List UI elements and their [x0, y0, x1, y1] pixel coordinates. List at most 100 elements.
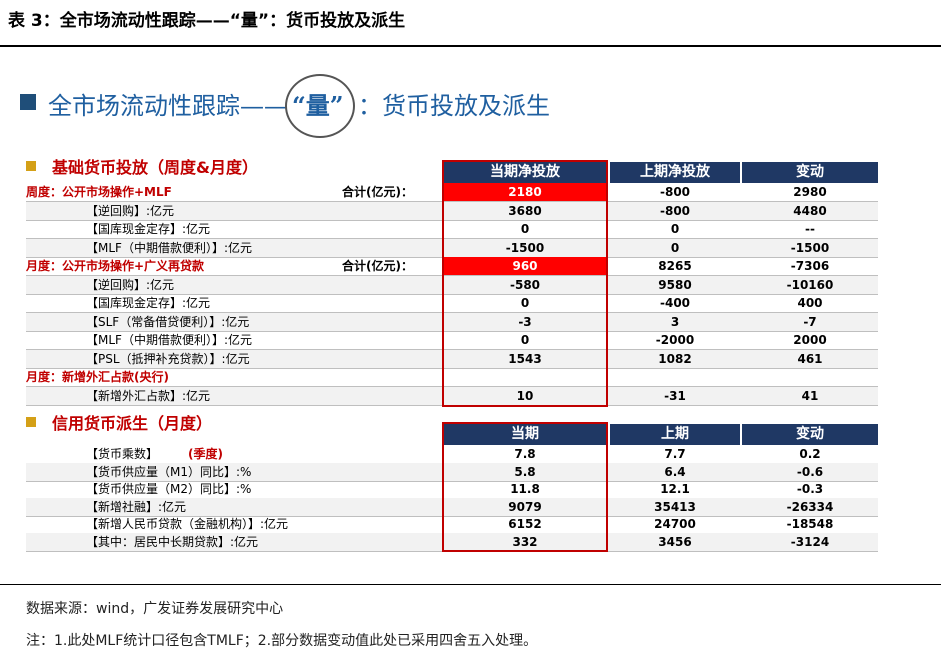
table-row: 【逆回购】:亿元 3680 -800 4480 — [26, 201, 878, 221]
s1-header-current: 当期净投放 — [444, 162, 606, 183]
cell-previous: -800 — [659, 203, 691, 218]
cell-previous: 8265 — [658, 259, 692, 273]
cell-change: -0.6 — [796, 464, 824, 479]
note-text: 注：1.此处MLF统计口径包含TMLF；2.部分数据变动值此处已采用四舍五入处理… — [26, 633, 538, 649]
cell-current: 7.8 — [514, 447, 536, 461]
cell-current: -3 — [518, 314, 532, 329]
banner-circle-icon — [285, 74, 355, 138]
table-row: 【其中：居民中长期贷款】:亿元 332 3456 -3124 — [26, 532, 878, 552]
table-row: 【新增社融】:亿元 9079 35413 -26334 — [26, 497, 878, 517]
banner-prefix: 全市场流动性跟踪—— — [48, 92, 288, 120]
row-tag: (季度) — [188, 447, 223, 461]
row-label: 【PSL（抵押补充贷款）】:亿元 — [86, 351, 250, 366]
row-label: 【国库现金定存】:亿元 — [86, 222, 211, 236]
cell-previous: -800 — [659, 185, 691, 199]
cell-previous: 0 — [670, 222, 680, 236]
row-label: 【国库现金定存】:亿元 — [86, 296, 211, 310]
cell-change: -10160 — [786, 277, 834, 292]
cell-change: 4480 — [793, 203, 827, 218]
cell-previous: 35413 — [654, 499, 696, 514]
cell-change: -3124 — [790, 534, 830, 549]
row-label: 【SLF（常备借贷便利）】:亿元 — [86, 314, 250, 329]
row-label: 【新增社融】:亿元 — [86, 499, 187, 514]
cell-change: 2980 — [793, 185, 827, 199]
cell-current: 11.8 — [510, 482, 540, 496]
top-divider — [0, 45, 941, 47]
cell-change: -26334 — [786, 499, 834, 514]
cell-change: -- — [805, 222, 815, 236]
row-label: 【新增人民币贷款（金融机构）】:亿元 — [86, 517, 289, 531]
cell-current: 332 — [512, 534, 538, 549]
banner-quote: “量” — [292, 91, 344, 120]
row-label: 【货币供应量（M1）同比】:% — [86, 464, 252, 479]
row-label: 【逆回购】:亿元 — [86, 203, 175, 218]
cell-change: 0.2 — [799, 447, 821, 461]
table-row: 【SLF（常备借贷便利）】:亿元 -3 3 -7 — [26, 312, 878, 332]
cell-change: 400 — [797, 296, 823, 310]
bottom-divider — [0, 584, 941, 585]
s1-header-change: 变动 — [742, 162, 878, 183]
cell-previous: -400 — [659, 296, 691, 310]
table-row: 【逆回购】:亿元 -580 9580 -10160 — [26, 275, 878, 295]
cell-previous: 0 — [670, 240, 680, 255]
cell-previous: 7.7 — [664, 447, 686, 461]
cell-current: 5.8 — [514, 464, 536, 479]
cell-change: -7 — [803, 314, 817, 329]
table-caption: 表 3：全市场流动性跟踪——“量”：货币投放及派生 — [8, 11, 406, 31]
cell-current: 960 — [444, 257, 606, 275]
banner-suffix: ：货币投放及派生 — [358, 92, 550, 120]
s2-header-change: 变动 — [742, 424, 878, 445]
cell-change: -18548 — [786, 517, 834, 531]
cell-current: 1543 — [508, 351, 542, 366]
cell-previous: 1082 — [658, 351, 692, 366]
source-text: 数据来源：wind，广发证券发展研究中心 — [26, 601, 284, 617]
cell-current: 9079 — [508, 499, 542, 514]
banner: 全市场流动性跟踪—— “量” ：货币投放及派生 — [20, 74, 640, 138]
section2-square-icon — [26, 417, 36, 427]
cell-current: 3680 — [508, 203, 542, 218]
cell-change: -0.3 — [796, 482, 824, 496]
cell-previous: 3 — [670, 314, 680, 329]
table-row: 月度：公开市场操作+广义再贷款 合计(亿元)： 960 8265 -7306 — [26, 257, 878, 276]
row-label: 【新增外汇占款】:亿元 — [86, 388, 211, 403]
cell-change: 461 — [797, 351, 823, 366]
cell-change: -7306 — [790, 259, 830, 273]
section1-square-icon — [26, 161, 36, 171]
cell-previous: 12.1 — [660, 482, 690, 496]
s2-header-previous: 上期 — [610, 424, 740, 445]
cell-current: -580 — [509, 277, 541, 292]
cell-current: 6152 — [508, 517, 542, 531]
cell-previous: 9580 — [658, 277, 692, 292]
current-column-frame-1 — [442, 160, 608, 407]
cell-previous: -31 — [664, 388, 686, 403]
table-row: 【PSL（抵押补充贷款）】:亿元 1543 1082 461 — [26, 349, 878, 369]
cell-previous: -2000 — [655, 333, 695, 347]
cell-previous: 24700 — [654, 517, 696, 531]
row-label: 【逆回购】:亿元 — [86, 277, 175, 292]
cell-current: 0 — [520, 296, 530, 310]
row-total-label: 合计(亿元)： — [342, 259, 413, 273]
s1-header-previous: 上期净投放 — [610, 162, 740, 183]
cell-previous: 3456 — [658, 534, 692, 549]
table-row: 周度：公开市场操作+MLF 合计(亿元)： 2180 -800 2980 — [26, 183, 878, 202]
banner-square-icon — [20, 94, 36, 110]
cell-current: 0 — [520, 222, 530, 236]
cell-change: -1500 — [790, 240, 830, 255]
cell-current: 10 — [516, 388, 534, 403]
row-label: 【货币乘数】 — [86, 447, 159, 461]
cell-current: 2180 — [444, 183, 606, 201]
section1-title: 基础货币投放（周度&月度） — [26, 154, 258, 178]
row-label: 【其中：居民中长期贷款】:亿元 — [86, 534, 259, 549]
row-label: 周度：公开市场操作+MLF — [26, 185, 172, 199]
s2-header-current: 当期 — [444, 424, 606, 445]
row-label: 月度：新增外汇占款(央行) — [26, 370, 169, 384]
row-label: 月度：公开市场操作+广义再贷款 — [26, 259, 205, 273]
row-label: 【货币供应量（M2）同比】:% — [86, 482, 252, 496]
cell-current: -1500 — [505, 240, 545, 255]
row-total-label: 合计(亿元)： — [342, 185, 413, 199]
cell-change: 2000 — [793, 333, 827, 347]
table-row: 【货币供应量（M1）同比】:% 5.8 6.4 -0.6 — [26, 462, 878, 482]
cell-change: 41 — [801, 388, 819, 403]
cell-current: 0 — [520, 333, 530, 347]
cell-previous: 6.4 — [664, 464, 686, 479]
